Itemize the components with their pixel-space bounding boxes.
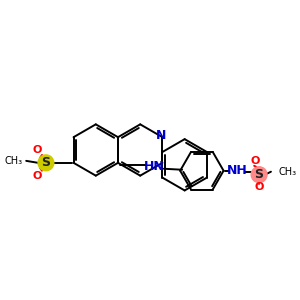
Text: O: O bbox=[250, 156, 260, 166]
Circle shape bbox=[251, 167, 267, 183]
Text: CH₃: CH₃ bbox=[279, 167, 297, 177]
Text: O: O bbox=[254, 182, 264, 193]
Text: O: O bbox=[32, 171, 42, 181]
Text: O: O bbox=[32, 145, 42, 155]
Text: S: S bbox=[41, 156, 50, 169]
Text: CH₃: CH₃ bbox=[4, 156, 22, 166]
Text: N: N bbox=[156, 129, 167, 142]
Text: S: S bbox=[255, 168, 264, 181]
Text: HN: HN bbox=[144, 160, 164, 173]
Text: NH: NH bbox=[227, 164, 248, 177]
Circle shape bbox=[38, 155, 54, 171]
